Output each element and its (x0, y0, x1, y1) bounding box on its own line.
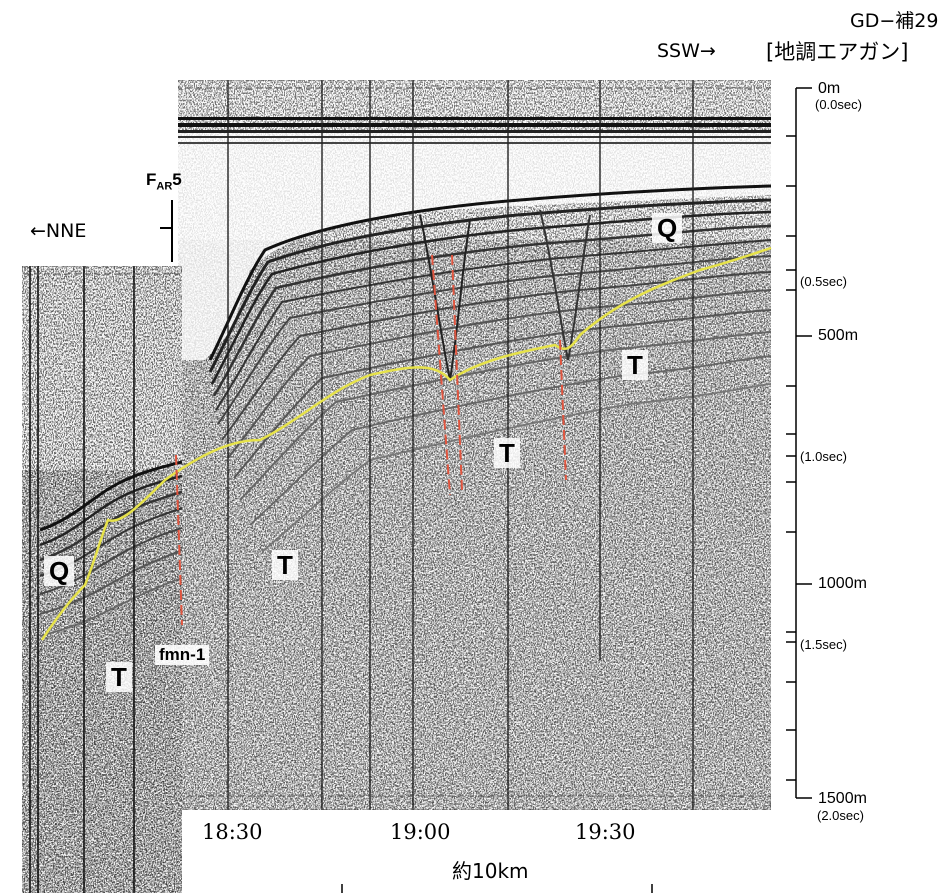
depth-axis (786, 87, 812, 799)
direction-left-label: ←NNE (30, 220, 87, 242)
time-mark-1930: 19:30 (575, 820, 636, 844)
distance-scale (341, 884, 653, 893)
distance-scale-label: 約10km (452, 859, 529, 883)
depth-1500m: 1500m (818, 790, 867, 807)
time-mark-1830: 18:30 (202, 820, 263, 844)
fault-name-label: fmn-1 (155, 645, 210, 665)
sec-1.5: (1.5sec) (800, 637, 847, 652)
time-mark-1900: 19:00 (390, 820, 451, 844)
horizon-line (40, 246, 772, 641)
unit-label-t-mid: T (494, 438, 520, 468)
unit-label-q-left: Q (44, 556, 75, 586)
unit-label-t-right: T (622, 350, 648, 380)
line-id-label: GD−補29 (850, 10, 939, 32)
source-label: [地調エアガン] (766, 40, 909, 64)
sec-1.0: (1.0sec) (800, 449, 847, 464)
fault-traces (175, 254, 567, 626)
sec-0.5: (0.5sec) (800, 274, 847, 289)
fault-label-num: 5 (172, 170, 182, 189)
record-right (178, 80, 771, 810)
direction-right-label: SSW→ (657, 40, 716, 62)
depth-0m: 0m (818, 80, 841, 97)
unit-label-t-left: T (106, 662, 132, 692)
fault-label-sub: AR (156, 180, 173, 193)
fault-label-main: F (146, 170, 157, 189)
unit-label-q-right: Q (652, 213, 683, 243)
fault-marker (160, 200, 173, 262)
fault-label: FAR5 (146, 170, 182, 192)
depth-1000m: 1000m (818, 575, 867, 592)
depth-500m: 500m (818, 327, 859, 344)
sec-0.0: (0.0sec) (815, 97, 862, 112)
sec-2.0: (2.0sec) (817, 808, 864, 823)
unit-label-t-center: T (272, 550, 298, 580)
